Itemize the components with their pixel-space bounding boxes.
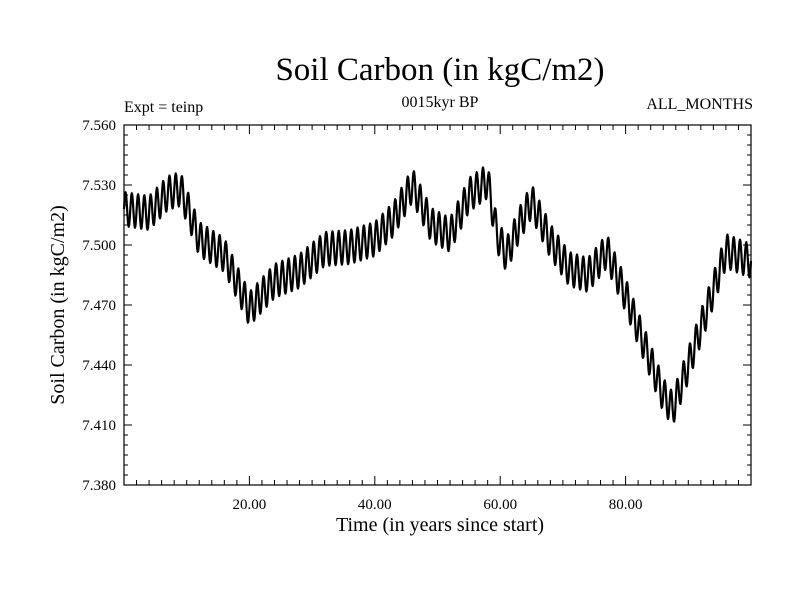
x-tick-label: 80.00 [609,497,643,513]
experiment-label: Expt = teinp [124,99,204,116]
plot-frame [123,124,752,486]
y-tick-labels: 7.380 7.410 7.440 7.470 7.500 7.530 7.560 [82,118,116,494]
y-tick-label: 7.440 [82,358,116,374]
series-line [122,166,753,423]
chart-subtitle: 0015kyr BP [401,94,479,111]
chart-title: Soil Carbon (in kgC/m2) [275,52,605,88]
y-tick-label: 7.530 [82,178,116,194]
y-tick-label: 7.470 [82,298,116,314]
x-tick-label: 40.00 [358,497,392,513]
x-tick-labels: 20.00 40.00 60.00 80.00 [233,497,643,513]
axis-ticks [123,124,752,486]
y-tick-label: 7.500 [82,238,116,254]
y-axis-title: Soil Carbon (in kgC/m2) [47,205,69,404]
x-tick-label: 20.00 [233,497,267,513]
y-tick-label: 7.380 [82,478,116,494]
x-tick-label: 60.00 [483,497,517,513]
months-label: ALL_MONTHS [646,96,753,113]
x-axis-title: Time (in years since start) [335,514,545,536]
y-tick-label: 7.410 [82,418,116,434]
y-tick-label: 7.560 [82,118,116,134]
